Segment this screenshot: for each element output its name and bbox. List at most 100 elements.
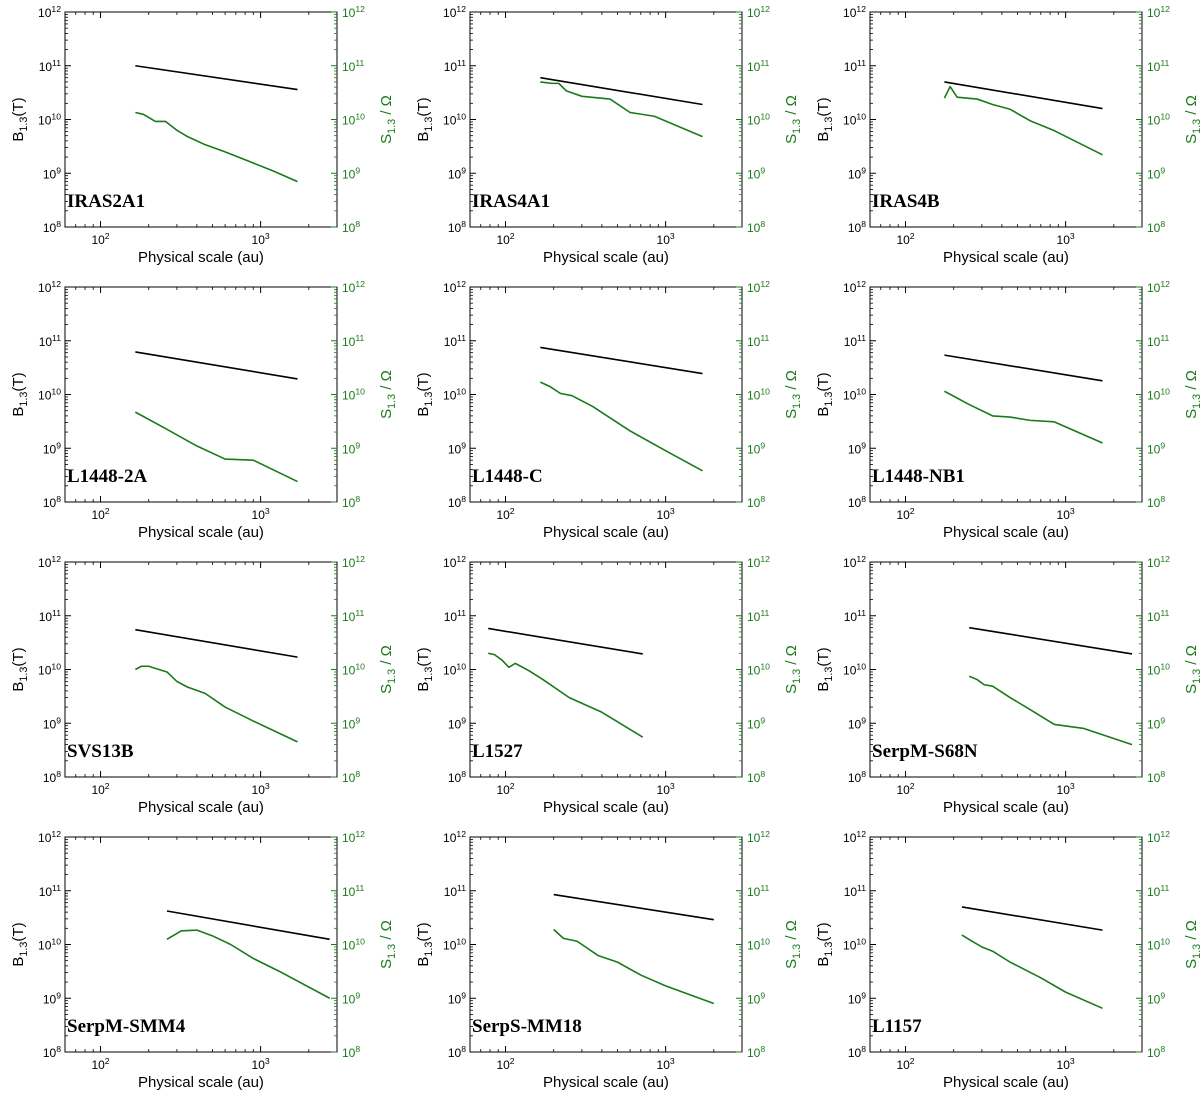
- x-axis-title: Physical scale (au): [138, 524, 264, 541]
- y-tick-label-left: 1012: [443, 279, 466, 295]
- b-series-line: [135, 64, 298, 91]
- chart-panel: 108 108 109 109 1010 1010 1011 1011 1012 1012 102 1…: [815, 829, 1200, 1091]
- y-tick-label-left: 1010: [843, 662, 866, 678]
- y-tick-label-left: 109: [43, 165, 61, 181]
- source-label: SerpM-S68N: [872, 741, 978, 762]
- y-tick-label-left: 1011: [844, 58, 867, 74]
- y-tick-label-right: 1010: [1147, 387, 1170, 403]
- y-axis-title-right: S1.3 / Ω: [378, 645, 398, 694]
- s-series-line: [134, 665, 298, 743]
- b-series-line: [969, 626, 1133, 655]
- y-tick-label-left: 1010: [38, 937, 61, 953]
- y-tick-label-right: 1012: [342, 4, 365, 20]
- chart-panel: 108 108 109 109 1010 1010 1011 1011 1012 1012 102 1…: [815, 4, 1200, 266]
- x-tick-label: 103: [252, 231, 270, 247]
- source-label: IRAS2A1: [67, 191, 145, 212]
- b-series-line: [961, 906, 1103, 931]
- x-tick-label: 102: [496, 1056, 514, 1072]
- x-axis-title: Physical scale (au): [543, 1074, 669, 1091]
- y-tick-label-right: 1011: [747, 883, 770, 899]
- y-tick-label-right: 108: [1147, 494, 1165, 510]
- y-tick-label-left: 1010: [443, 662, 466, 678]
- y-tick-label-right: 108: [1147, 1044, 1165, 1060]
- x-tick-label: 103: [1057, 1056, 1075, 1072]
- chart-panel: 108 108 109 109 1010 1010 1011 1011 1012 1012 102 1…: [815, 279, 1200, 541]
- source-label: L1448-NB1: [872, 466, 965, 487]
- y-tick-label-left: 1011: [444, 608, 467, 624]
- y-tick-label-right: 1011: [342, 883, 365, 899]
- x-axis-title: Physical scale (au): [543, 524, 669, 541]
- y-tick-label-right: 1010: [342, 937, 365, 953]
- x-tick-label: 103: [252, 1056, 270, 1072]
- chart-panel: 108 108 109 109 1010 1010 1011 1011 1012 1012 102 1…: [415, 4, 803, 266]
- y-tick-label-right: 1012: [1147, 829, 1170, 845]
- y-tick-label-right: 108: [747, 769, 765, 785]
- y-tick-label-right: 1011: [747, 608, 770, 624]
- x-tick-label: 102: [496, 781, 514, 797]
- x-tick-label: 103: [1057, 231, 1075, 247]
- x-tick-label: 103: [657, 506, 675, 522]
- y-tick-label-left: 1011: [39, 333, 62, 349]
- s-series-line: [540, 381, 703, 472]
- source-label: IRAS4A1: [472, 191, 550, 212]
- s-series-line: [134, 411, 298, 483]
- y-tick-label-right: 108: [747, 219, 765, 235]
- y-axis-title-right: S1.3 / Ω: [783, 370, 803, 419]
- y-tick-label-left: 109: [43, 990, 61, 1006]
- x-axis-title: Physical scale (au): [138, 799, 264, 816]
- y-axis-title-left: B1.3(T): [10, 922, 30, 966]
- y-tick-label-left: 1012: [38, 554, 61, 570]
- b-series-line: [944, 354, 1103, 382]
- y-tick-label-left: 108: [848, 494, 866, 510]
- y-axis-title-right: S1.3 / Ω: [378, 95, 398, 144]
- y-tick-label-left: 1010: [843, 387, 866, 403]
- y-tick-label-right: 1010: [1147, 937, 1170, 953]
- y-tick-label-left: 108: [448, 1044, 466, 1060]
- chart-panel: 108 108 109 109 1010 1010 1011 1011 1012 1012 102 1…: [10, 829, 398, 1091]
- y-tick-label-left: 1010: [443, 937, 466, 953]
- y-tick-label-right: 109: [747, 440, 765, 456]
- y-tick-label-left: 1012: [443, 4, 466, 20]
- s-series-line: [968, 675, 1133, 746]
- x-tick-label: 102: [896, 231, 914, 247]
- y-tick-label-left: 1010: [443, 112, 466, 128]
- y-axis-title-right: S1.3 / Ω: [378, 370, 398, 419]
- y-tick-label-right: 1012: [747, 279, 770, 295]
- b-series-line: [944, 81, 1103, 110]
- y-tick-label-right: 1012: [1147, 279, 1170, 295]
- y-tick-label-left: 1011: [444, 333, 467, 349]
- y-tick-label-left: 1012: [38, 279, 61, 295]
- y-tick-label-left: 108: [43, 219, 61, 235]
- y-tick-label-right: 109: [342, 715, 360, 731]
- source-label: SerpM-SMM4: [67, 1016, 186, 1037]
- y-tick-label-right: 1010: [342, 387, 365, 403]
- x-tick-label: 102: [91, 781, 109, 797]
- y-tick-label-left: 1010: [38, 112, 61, 128]
- y-tick-label-right: 1011: [342, 608, 365, 624]
- s-series-line: [540, 81, 703, 138]
- chart-panel: 108 108 109 109 1010 1010 1011 1011 1012 1012 102 1…: [415, 554, 803, 816]
- y-axis-title-right: S1.3 / Ω: [783, 920, 803, 969]
- y-tick-label-left: 1012: [843, 279, 866, 295]
- y-tick-label-right: 108: [342, 1044, 360, 1060]
- chart-panel: 108 108 109 109 1010 1010 1011 1011 1012 1012 102 1…: [10, 279, 398, 541]
- y-tick-label-left: 1011: [39, 608, 62, 624]
- y-tick-label-left: 1011: [444, 58, 467, 74]
- source-label: IRAS4B: [872, 191, 940, 212]
- y-tick-label-left: 1010: [443, 387, 466, 403]
- y-axis-title-right: S1.3 / Ω: [783, 645, 803, 694]
- x-axis-title: Physical scale (au): [943, 799, 1069, 816]
- y-tick-label-left: 109: [43, 715, 61, 731]
- y-tick-label-right: 1010: [342, 112, 365, 128]
- chart-panel: 108 108 109 109 1010 1010 1011 1011 1012 1012 102 1…: [10, 554, 398, 816]
- x-tick-label: 102: [896, 506, 914, 522]
- x-axis-title: Physical scale (au): [943, 524, 1069, 541]
- y-tick-label-left: 109: [848, 440, 866, 456]
- y-tick-label-right: 109: [342, 440, 360, 456]
- x-tick-label: 103: [1057, 781, 1075, 797]
- y-axis-title-left: B1.3(T): [815, 97, 835, 141]
- b-series-line: [488, 627, 643, 655]
- y-tick-label-left: 1010: [38, 662, 61, 678]
- y-axis-title-right: S1.3 / Ω: [783, 95, 803, 144]
